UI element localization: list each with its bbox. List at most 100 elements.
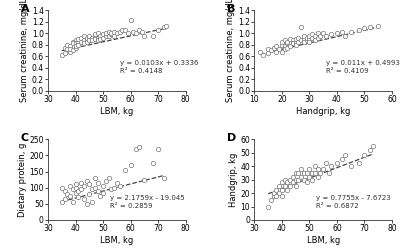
Point [61,189,68,193]
Point [75,42,82,46]
Text: A: A [20,4,29,14]
Text: y = 0.7755x - 7.6723
R² = 0.6872: y = 0.7755x - 7.6723 R² = 0.6872 [316,195,391,209]
Point [70,42,76,46]
X-axis label: LBM, kg: LBM, kg [100,107,134,116]
Point [72,190,79,194]
Point [100,36,106,40]
Point [301,34,307,38]
Point [141,178,148,182]
Point [160,176,167,180]
Point [72,186,79,190]
Text: B: B [227,4,235,14]
Point [111,186,117,190]
Point [270,46,277,50]
Point [78,36,84,40]
Point [268,48,274,52]
Point [301,171,307,175]
Point [64,47,70,51]
Point [136,28,142,32]
Point [298,25,304,29]
Point [265,204,271,208]
Point [356,162,362,166]
Point [100,32,106,36]
Point [361,154,368,158]
Point [92,34,98,38]
Point [273,188,280,192]
Point [312,171,318,175]
Point [141,34,148,38]
Point [301,178,307,182]
Point [83,38,90,42]
Point [348,30,354,34]
Point [367,25,373,29]
Point [94,38,101,42]
Point [111,30,117,34]
Point [75,40,82,44]
Point [284,42,291,46]
Point [292,37,299,41]
Point [306,40,313,44]
Point [273,44,280,48]
Point [75,196,82,200]
Point [138,30,145,34]
Text: y = 2.1759x - 19.045
R² = 0.2859: y = 2.1759x - 19.045 R² = 0.2859 [110,195,184,209]
Point [58,200,65,204]
Text: C: C [20,133,29,143]
Point [323,162,329,166]
Point [75,37,82,41]
Point [89,187,95,191]
Point [282,47,288,51]
Point [127,163,134,167]
Point [97,37,104,41]
Point [136,145,142,149]
Point [309,36,315,40]
Point [292,42,299,46]
Point [130,30,136,34]
Point [295,36,302,40]
Point [279,194,285,198]
Point [122,168,128,172]
Point [86,192,92,196]
Point [295,178,302,182]
Point [276,191,282,195]
Point [370,144,376,148]
Point [58,53,65,57]
Point [102,34,109,38]
Point [86,34,92,38]
Point [67,184,73,188]
Point [114,181,120,185]
Point [108,31,114,35]
Point [273,194,280,198]
Point [67,47,73,51]
Point [320,167,326,171]
Point [287,178,293,182]
Point [149,162,156,166]
Point [328,164,335,168]
Point [78,181,84,185]
Point [304,36,310,40]
Point [61,51,68,55]
Point [317,171,324,175]
Point [97,194,104,198]
Point [260,53,266,57]
Point [100,190,106,194]
Point [334,31,340,35]
Point [83,202,90,206]
Point [312,34,318,38]
Point [320,31,326,35]
Point [356,28,362,32]
Point [133,147,139,151]
Point [314,167,321,171]
Point [72,182,79,186]
Point [284,46,291,50]
Point [292,178,299,182]
Point [89,38,95,42]
Point [102,31,109,35]
Point [290,42,296,46]
Point [279,50,285,54]
Y-axis label: Serum creatinine, mg/dL: Serum creatinine, mg/dL [20,0,29,102]
Point [306,34,313,38]
Point [290,175,296,179]
Point [72,38,79,42]
Point [295,171,302,175]
